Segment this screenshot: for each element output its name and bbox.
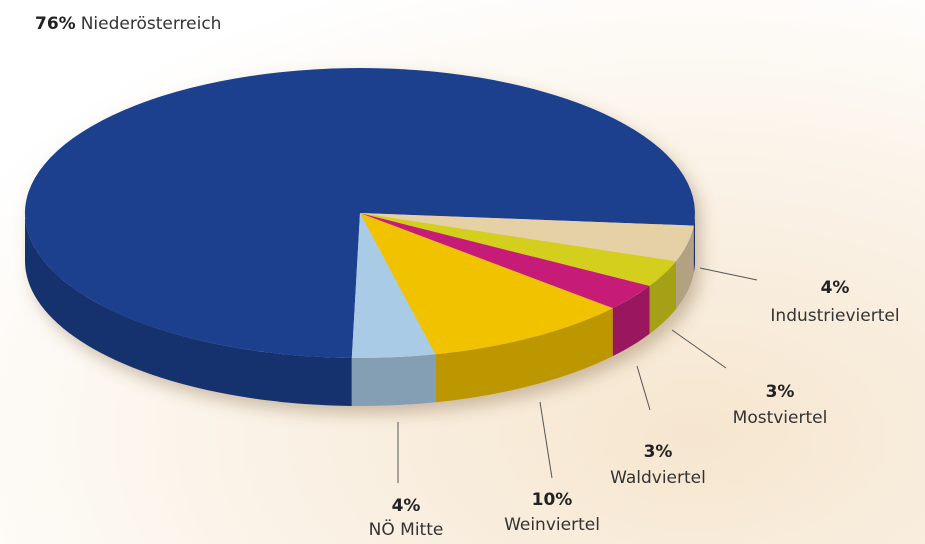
leader-line: [636, 365, 651, 411]
slice-label: 76% Niederösterreich: [35, 14, 221, 34]
slice-name-label: NÖ Mitte: [369, 518, 444, 540]
pie-slice: [360, 213, 676, 286]
pie-slice-side: [693, 213, 695, 274]
slice-value-label: 76%: [35, 14, 76, 34]
pie-slice: [360, 213, 613, 355]
pie-slice-side: [435, 308, 613, 403]
pie-slice: [360, 213, 694, 262]
pie-slice: [24, 68, 695, 359]
slice-value-label: 4%: [821, 278, 850, 298]
slice-value-label: 3%: [644, 442, 673, 462]
slice-name-label: Industrieviertel: [770, 306, 899, 326]
slice-name-label: Weinviertel: [504, 515, 600, 535]
slice-value-label: 3%: [766, 382, 795, 402]
pie-slice: [351, 213, 436, 359]
slice-name-label: Niederösterreich: [81, 14, 222, 34]
pie-slice-side: [612, 285, 650, 357]
pie: [24, 68, 695, 406]
slice-name-label: Mostviertel: [733, 408, 828, 428]
pie-slice: [360, 213, 650, 309]
pie-slice-side: [25, 213, 352, 406]
leader-line: [671, 329, 727, 369]
slice-value-label: 10%: [532, 490, 573, 510]
pie-slice-side: [676, 225, 694, 310]
pie-slice-side: [351, 354, 436, 406]
slice-name-label: Waldviertel: [610, 468, 706, 488]
slice-value-label: 4%: [392, 496, 421, 516]
leader-line: [539, 401, 553, 479]
pie-slice-side: [649, 261, 676, 334]
leader-line: [699, 267, 758, 281]
